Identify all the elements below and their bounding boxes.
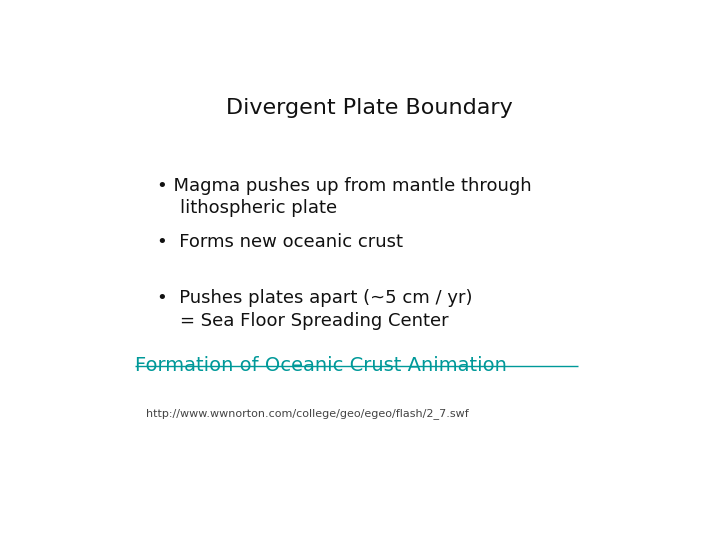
Text: •  Pushes plates apart (~5 cm / yr)
    = Sea Floor Spreading Center: • Pushes plates apart (~5 cm / yr) = Sea… bbox=[157, 289, 472, 329]
Text: Formation of Oceanic Crust Animation: Formation of Oceanic Crust Animation bbox=[135, 356, 506, 375]
Text: http://www.wwnorton.com/college/geo/egeo/flash/2_7.swf: http://www.wwnorton.com/college/geo/egeo… bbox=[145, 408, 469, 418]
Text: •  Forms new oceanic crust: • Forms new oceanic crust bbox=[157, 233, 403, 251]
Text: • Magma pushes up from mantle through
    lithospheric plate: • Magma pushes up from mantle through li… bbox=[157, 177, 531, 217]
Text: Divergent Plate Boundary: Divergent Plate Boundary bbox=[225, 98, 513, 118]
